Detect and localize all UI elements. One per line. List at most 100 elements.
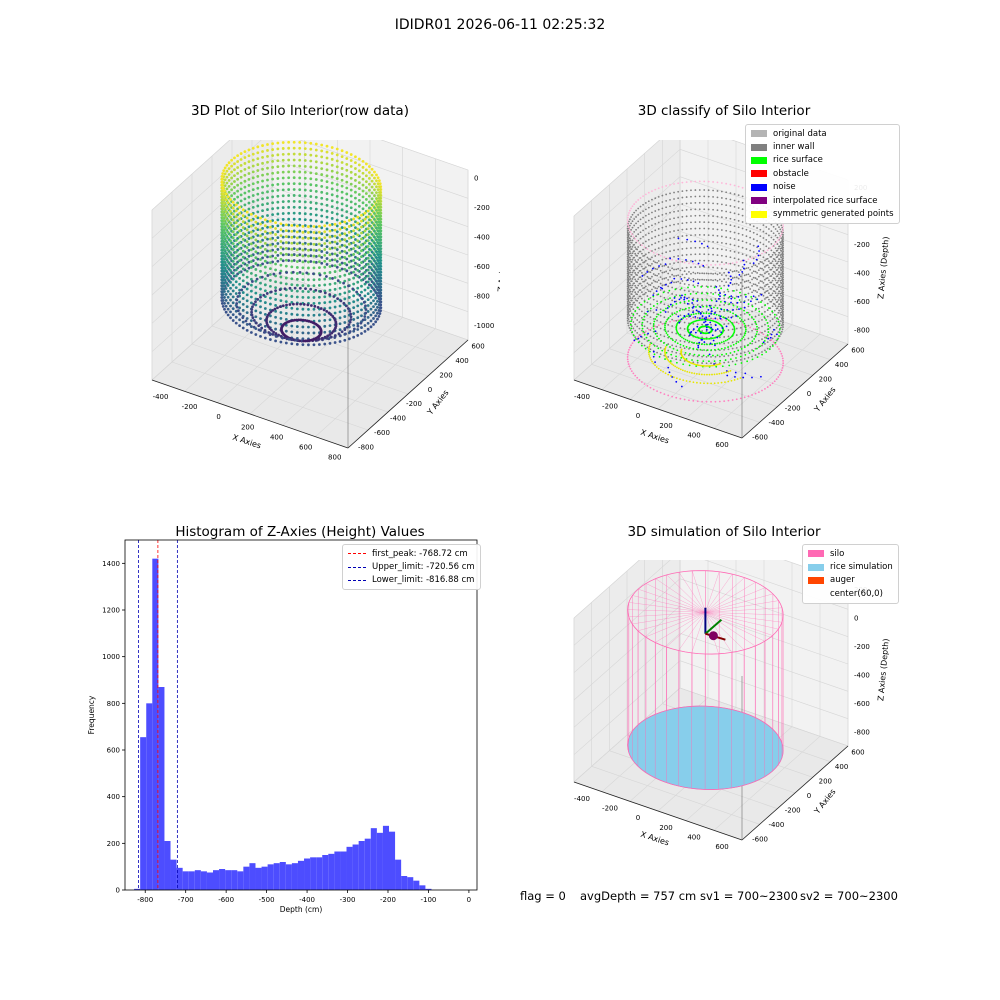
data-point [331,315,335,318]
noise-point [700,332,702,335]
inner-wall-point [766,270,769,273]
data-point [239,152,243,155]
silo-outline-point [735,261,738,264]
rice-surface-point [676,323,679,325]
inner-wall-point [661,278,664,280]
inner-wall-point [656,332,658,335]
noise-point [703,321,705,324]
data-point [378,205,382,209]
noise-point [669,257,672,260]
noise-point [725,317,727,320]
noise-point [729,282,732,284]
symmetric-point [706,382,709,385]
noise-point [710,307,713,310]
data-point [281,141,285,144]
inner-wall-point [727,335,730,338]
rice-surface-point [707,354,710,357]
symmetric-point [703,365,706,367]
inner-wall-point [741,221,744,223]
inner-wall-point [770,281,773,284]
inner-wall-point [710,304,712,307]
silo-outline-point [627,223,629,226]
data-point [312,225,316,228]
data-point [298,158,302,162]
data-point [377,202,381,206]
inner-wall-point [628,220,630,223]
inner-wall-point [737,232,740,235]
inner-wall-point [698,201,701,204]
data-point [220,272,224,276]
data-point [262,293,266,297]
rice-surface-point [713,337,715,339]
symmetric-point [703,373,706,376]
inner-wall-point [656,261,658,264]
data-point [361,183,365,187]
inner-wall-point [631,252,634,255]
silo-outline-point [751,394,753,396]
data-point [333,276,337,279]
inner-wall-point [718,329,721,332]
data-point [290,265,294,269]
data-point [342,281,345,285]
rice-surface-point [697,312,700,315]
data-point [366,250,370,254]
data-point [229,209,232,213]
data-point [303,182,307,186]
data-point [268,219,272,223]
inner-wall-point [669,231,671,233]
inner-wall-point [639,269,642,272]
inner-wall-point [747,279,750,282]
data-point [256,151,260,155]
noise-point [736,301,739,304]
symmetric-point [723,371,725,374]
inner-wall-point [729,243,732,246]
inner-wall-point [731,296,734,299]
data-point [317,313,321,317]
data-point [271,230,275,234]
inner-wall-point [647,200,650,203]
data-point [354,190,357,194]
inner-wall-point [644,266,647,269]
data-point [378,182,382,186]
data-point [330,193,334,197]
inner-wall-point [649,335,652,338]
data-point [247,254,251,258]
noise-point [752,295,755,298]
data-point [290,289,294,292]
inner-wall-point [654,216,657,219]
inner-wall-point [771,318,774,320]
data-point [317,236,321,240]
rice-surface-point [666,318,669,321]
inner-wall-point [752,244,755,247]
data-point [224,304,228,308]
inner-wall-point [688,296,690,299]
symmetric-point [659,369,662,372]
data-point [366,215,370,219]
data-point [266,208,269,211]
data-point [295,266,299,269]
silo-outline-point [637,335,640,338]
noise-point [683,298,686,301]
data-point [287,235,291,239]
noise-point [664,283,667,286]
symmetric-point [657,367,660,370]
z-tick-label: -1000 [474,322,494,330]
rice-surface-point [728,303,731,305]
data-point [352,282,356,286]
rice-surface-point [733,325,735,328]
inner-wall-point [703,259,706,262]
inner-wall-point [637,265,640,268]
inner-wall-point [781,242,784,244]
noise-point [699,306,702,309]
data-point [243,156,247,159]
data-point [360,267,363,270]
data-point [345,233,349,237]
inner-wall-point [685,215,688,218]
silo-outline-point [743,396,746,399]
data-point [224,287,228,290]
inner-wall-point [634,252,637,255]
inner-wall-point [757,327,760,329]
data-point [223,207,226,211]
inner-wall-point [765,296,768,299]
data-point [301,331,305,335]
